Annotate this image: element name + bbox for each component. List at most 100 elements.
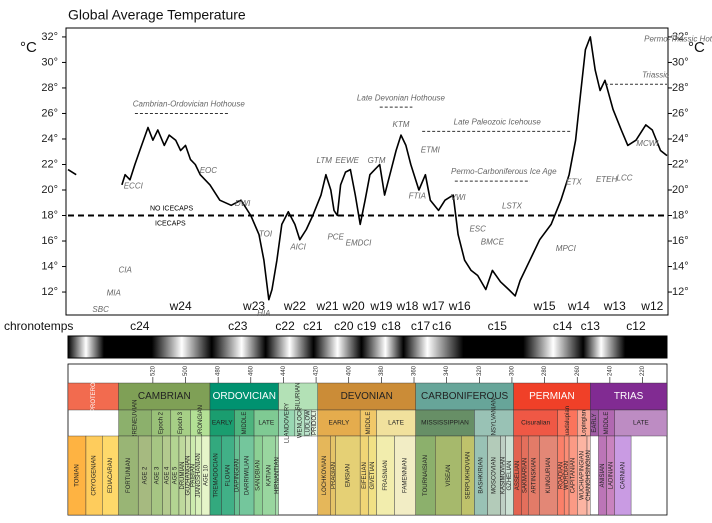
stage-label: GIVETIAN — [370, 461, 376, 489]
epoch-box — [209, 409, 235, 437]
epoch-label: LLANDOVERY — [284, 403, 290, 443]
epoch-label: EARLY — [329, 420, 350, 427]
annotation: ESC — [469, 225, 486, 234]
y-tick-label: 16° — [41, 235, 58, 247]
y-tick-label: 24° — [41, 133, 58, 145]
chronotemp-label: c20 — [334, 319, 354, 333]
stage-label: BASHKIRIAN — [479, 457, 485, 493]
epoch-label: LATE — [388, 420, 404, 427]
warm-zone-label: w24 — [169, 299, 192, 313]
stage-label: DARRIWILIAN — [244, 456, 250, 495]
chronotemp-label: c19 — [357, 319, 377, 333]
stage-label: GZHELIAN — [507, 460, 513, 490]
annotation: Late Paleozoic Icehouse — [454, 118, 542, 127]
y-tick-label: 12° — [41, 286, 58, 298]
y-tick-label: 28° — [41, 82, 58, 94]
annotation: CIA — [118, 265, 131, 274]
annotation: FTIA — [409, 191, 426, 200]
epoch-label: MIDDLE — [366, 412, 372, 435]
annotation: Late Devonian Hothouse — [357, 93, 446, 102]
epoch-label: LUDLOW — [306, 410, 312, 436]
chronotemp-label: c22 — [275, 319, 295, 333]
chronotemp-label: c18 — [381, 319, 401, 333]
time-tick-label: 240 — [607, 365, 613, 376]
stage-label: TOURNAISIAN — [423, 455, 429, 496]
epoch-label: MIDDLE — [242, 412, 248, 435]
period-label: NEOPROTEROZOIC — [91, 367, 97, 425]
warm-zone-label: w23 — [242, 299, 265, 313]
stage-label: ASSELIAN — [515, 461, 521, 490]
annotation: SBC — [92, 305, 109, 314]
stage-label: PAIBIAN — [190, 464, 196, 487]
period-label: CARBONIFEROUS — [421, 391, 509, 402]
stage-label: ARTINSKIAN — [532, 458, 538, 494]
chronotemp-label: c17 — [411, 319, 431, 333]
stage-label: LADINIAN — [608, 462, 614, 490]
chronotemp-label: c16 — [432, 319, 452, 333]
time-tick-label: 400 — [346, 365, 352, 376]
chronotemp-label: c13 — [581, 319, 601, 333]
epoch-label: TERRENEUVIAN — [132, 399, 138, 446]
y-tick-label: 22° — [41, 158, 58, 170]
stage-label: TREMADOCIAN — [213, 453, 219, 497]
period-box — [118, 382, 211, 411]
warm-zone-label: w21 — [316, 299, 339, 313]
epoch-box — [253, 409, 279, 437]
annotation: Cambrian-Ordovician Hothouse — [133, 100, 246, 109]
epoch-label: MIDDLE — [604, 412, 610, 435]
epoch-label: EARLY — [592, 413, 598, 432]
epoch-label: Lopingian — [581, 410, 587, 436]
stage-label: WORDIAN — [564, 461, 570, 490]
y-unit-right: °C — [688, 39, 705, 56]
warm-zone-label: w20 — [342, 299, 365, 313]
annotation: Triassic — [642, 70, 669, 79]
stage-label: JIANGSHANIAN — [196, 453, 202, 497]
stage-label: MOSCOVIAN — [492, 457, 498, 494]
y-unit: °C — [20, 39, 37, 56]
chronotemp-label: c21 — [303, 319, 323, 333]
threshold-label-above: NO ICECAPS — [150, 205, 194, 212]
period-box — [415, 382, 514, 411]
annotation: MIA — [107, 288, 121, 297]
stage-label: PRAGIAN — [331, 462, 337, 489]
temperature-line — [67, 36, 668, 301]
stage-label: AGE 10 — [203, 464, 209, 486]
annotation: KTM — [393, 120, 410, 129]
stage-label: AGE 5 — [172, 466, 178, 484]
epoch-label: PRIDOLI — [312, 411, 318, 435]
annotation: ETEH — [596, 175, 618, 184]
period-label: PERMIAN — [529, 391, 575, 402]
annotation: HIA — [257, 309, 270, 318]
epoch-label: Epoch 2 — [159, 411, 165, 434]
stage-label: EIFELIAN — [362, 462, 368, 489]
annotation: LCC — [617, 174, 633, 183]
epoch-label: FURONGIAN — [198, 405, 204, 441]
stage-label: CRYOGENIAN — [92, 455, 98, 495]
epoch-label: Epoch 3 — [178, 411, 184, 434]
warm-zone-label: w17 — [422, 299, 445, 313]
stage-label: TONIAN — [75, 464, 81, 487]
stage-label: KUNGURIAN — [546, 457, 552, 493]
epoch-box — [376, 409, 416, 437]
warm-zone-label: w18 — [395, 299, 418, 313]
warm-zone-label: w15 — [533, 299, 556, 313]
stage-label: WUCHIAPINGIAN — [580, 451, 586, 500]
y-tick-label-right: 28° — [672, 82, 689, 94]
stage-box — [275, 435, 279, 516]
stage-label: SANDBIAN — [256, 460, 262, 491]
y-tick-label-right: 30° — [672, 56, 689, 68]
chronotemp-label: c15 — [488, 319, 508, 333]
period-label: DEVONIAN — [341, 391, 393, 402]
stage-label: VISEAN — [446, 464, 452, 486]
stage-label: AGE 3 — [155, 466, 161, 484]
annotation: LTM — [317, 156, 333, 165]
epoch-label: WENLOCK — [297, 408, 303, 438]
stage-label: GUZHANGIAN — [186, 455, 192, 495]
time-tick-label: 260 — [575, 365, 581, 376]
stage-label: ANISIAN — [600, 463, 606, 487]
stage-label: FLOIAN — [226, 465, 232, 487]
plot-frame — [65, 27, 669, 316]
period-box — [317, 382, 416, 411]
